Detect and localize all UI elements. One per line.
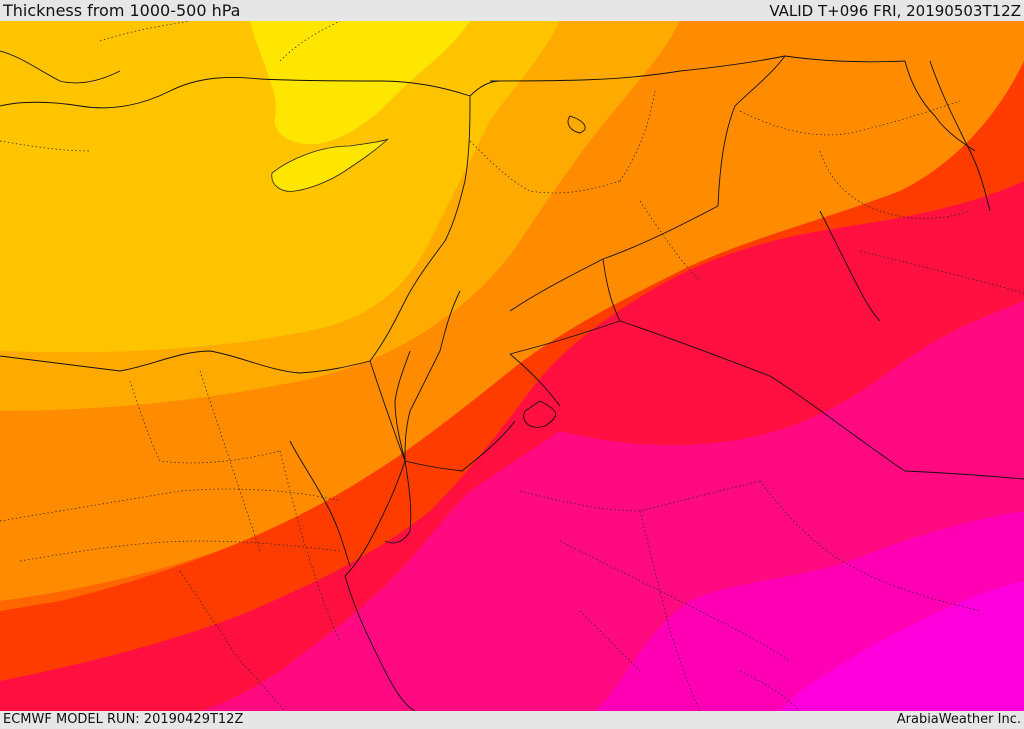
header-bar: Thickness from 1000-500 hPa VALID T+096 …: [0, 0, 1024, 21]
thickness-map[interactable]: [0, 21, 1024, 711]
national-borders: [369, 55, 1024, 480]
credit-label: ArabiaWeather Inc.: [896, 712, 1021, 727]
band-yellow: [250, 21, 470, 145]
band-violet: [780, 581, 1024, 711]
map-title: Thickness from 1000-500 hPa: [3, 1, 241, 20]
admin-boundaries: [0, 21, 1024, 711]
footer-bar: ECMWF MODEL RUN: 20190429T12Z ArabiaWeat…: [0, 711, 1024, 729]
coastlines: [0, 50, 991, 711]
cyprus-island: [271, 138, 389, 192]
model-run: ECMWF MODEL RUN: 20190429T12Z: [3, 712, 244, 727]
valid-time: VALID T+096 FRI, 20190503T12Z: [769, 2, 1021, 20]
